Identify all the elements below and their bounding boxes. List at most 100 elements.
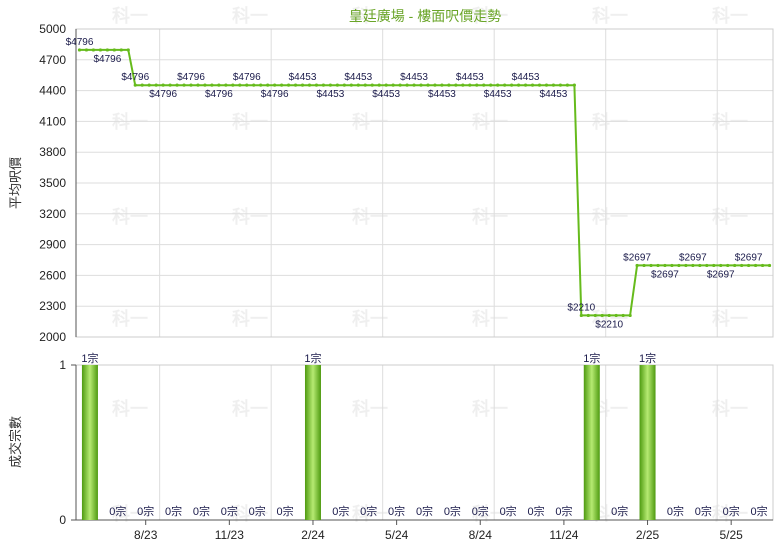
- price-data-label: $2697: [735, 252, 763, 263]
- price-data-label: $4796: [261, 89, 289, 100]
- price-point: [140, 83, 144, 87]
- price-point: [175, 83, 179, 87]
- y-tick-label: 3200: [39, 207, 66, 221]
- price-point: [363, 83, 367, 87]
- watermark-text: 科一: [472, 308, 508, 329]
- price-point: [503, 83, 507, 87]
- watermark-text: 科一: [112, 503, 148, 524]
- price-point: [579, 313, 583, 318]
- volume-bar-label: 0宗: [416, 504, 433, 518]
- x-tick-label: 11/24: [549, 528, 578, 542]
- price-point: [405, 83, 409, 87]
- price-point: [161, 83, 165, 87]
- price-data-label: $4796: [66, 37, 94, 48]
- watermark-text: 科一: [592, 398, 628, 419]
- price-point: [238, 83, 242, 87]
- price-point: [510, 83, 514, 87]
- price-point: [537, 83, 542, 87]
- price-point: [328, 83, 333, 87]
- price-data-label: $4796: [233, 72, 261, 83]
- price-data-label: $4453: [484, 89, 512, 100]
- volume-bar-label: 0宗: [750, 504, 767, 518]
- y-tick-label: 2600: [39, 268, 66, 282]
- price-point: [349, 83, 353, 87]
- price-point: [496, 83, 500, 87]
- watermark-text: 科一: [352, 398, 388, 419]
- price-point: [454, 83, 458, 87]
- price-point: [419, 83, 423, 87]
- watermark-text: 科一: [592, 5, 628, 26]
- price-data-label: $4453: [372, 89, 400, 100]
- price-point: [321, 83, 326, 87]
- watermark-text: 科一: [112, 308, 148, 329]
- price-data-label: $2697: [651, 269, 679, 280]
- price-data-label: $2697: [679, 252, 707, 263]
- price-data-label: $4453: [400, 72, 428, 83]
- watermark-text: 科一: [112, 398, 148, 419]
- price-point: [740, 263, 744, 268]
- volume-bar-label: 1宗: [304, 351, 321, 365]
- price-point: [719, 263, 723, 268]
- volume-bar-label: 1宗: [583, 351, 600, 365]
- price-data-label: $4453: [456, 72, 484, 83]
- price-point: [600, 313, 604, 318]
- price-point: [670, 263, 674, 268]
- price-point: [300, 83, 305, 87]
- volume-bar-label: 0宗: [360, 504, 377, 518]
- price-point: [482, 83, 486, 87]
- price-point: [440, 83, 444, 87]
- price-point: [314, 83, 319, 87]
- price-point: [168, 83, 172, 87]
- price-point: [475, 83, 479, 87]
- price-point: [412, 83, 416, 87]
- volume-bar-label: 0宗: [137, 504, 154, 518]
- x-tick-label: 8/23: [134, 528, 158, 542]
- price-data-label: $4796: [93, 54, 121, 65]
- price-point: [377, 83, 381, 87]
- price-point: [767, 263, 772, 268]
- price-point: [516, 83, 521, 87]
- price-point: [642, 263, 646, 268]
- volume-panel-frame: [75, 364, 774, 521]
- price-data-label: $4453: [344, 72, 372, 83]
- price-point: [231, 83, 235, 87]
- price-data-label: $4796: [149, 89, 177, 100]
- price-point: [426, 83, 430, 87]
- price-point: [280, 83, 284, 87]
- volume-bar-label: 0宗: [109, 504, 126, 518]
- price-data-label: $4796: [205, 89, 233, 100]
- watermark-text: 科一: [712, 5, 748, 26]
- price-point: [307, 83, 312, 87]
- price-point: [712, 263, 716, 268]
- watermark-text: 科一: [352, 308, 388, 329]
- price-point: [147, 83, 151, 87]
- price-point: [77, 48, 82, 52]
- price-point: [203, 83, 207, 87]
- price-data-label: $2697: [623, 252, 651, 263]
- price-point: [726, 263, 730, 268]
- price-point: [182, 83, 186, 87]
- volume-bar-label: 0宗: [249, 504, 266, 518]
- volume-bar-label: 0宗: [695, 504, 712, 518]
- price-point: [105, 48, 109, 52]
- x-tick-label: 2/24: [301, 528, 325, 542]
- volume-bar: [583, 365, 600, 520]
- x-tick-label: 5/25: [720, 528, 744, 542]
- watermark-text: 科一: [472, 398, 508, 419]
- volume-y-tick-label: 1: [59, 358, 66, 372]
- watermark-text: 科一: [472, 503, 508, 524]
- watermark-text: 科一: [112, 5, 148, 26]
- watermark-text: 科一: [232, 503, 268, 524]
- watermark-text: 科一: [232, 308, 268, 329]
- price-data-label: $4453: [316, 89, 344, 100]
- price-point: [530, 83, 535, 87]
- price-point: [691, 263, 695, 268]
- volume-bar: [639, 365, 656, 520]
- price-point: [649, 263, 653, 268]
- watermark-text: 科一: [592, 503, 628, 524]
- watermark-text: 科一: [232, 398, 268, 419]
- price-point: [747, 263, 751, 268]
- volume-bar-label: 0宗: [472, 504, 489, 518]
- price-y-axis-title: 平均呎價: [8, 157, 23, 209]
- volume-bar-label: 0宗: [221, 504, 238, 518]
